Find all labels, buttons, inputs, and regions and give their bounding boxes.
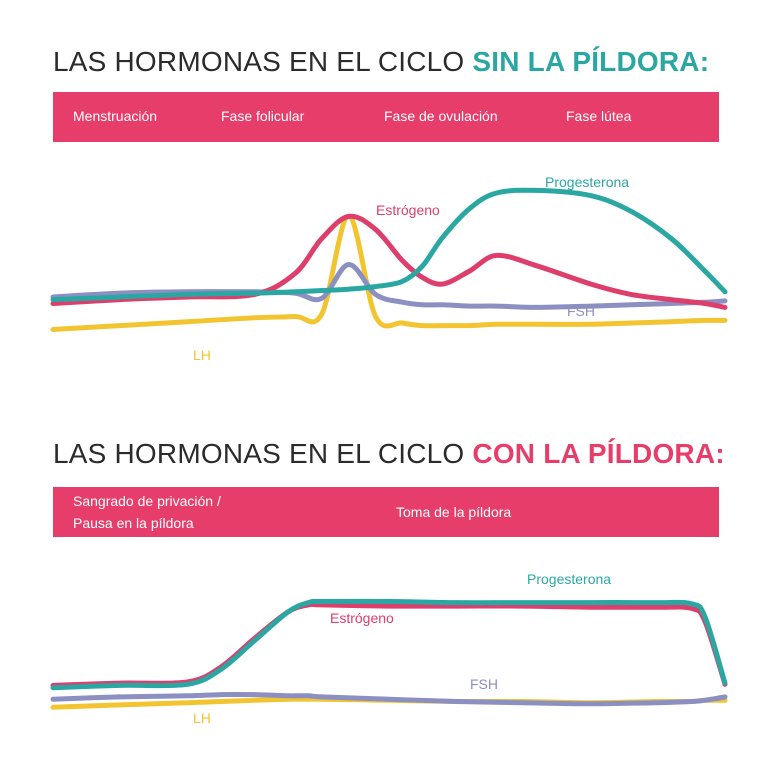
section1-title-accent: SIN LA PÍLDORA: xyxy=(472,46,710,77)
series-label-lh: LH xyxy=(193,710,211,726)
section1-title-prefix: LAS HORMONAS EN EL CICLO xyxy=(53,46,473,77)
section1-phase-band: Menstruación Fase folicular Fase de ovul… xyxy=(53,92,719,142)
section2-title: LAS HORMONAS EN EL CICLO CON LA PÍLDORA: xyxy=(53,438,725,470)
phase-sangrado-line1: Sangrado de privación / xyxy=(73,493,221,509)
series-label-lh: LH xyxy=(193,347,211,363)
series-line-fsh xyxy=(50,691,728,707)
series-line-progesterona xyxy=(50,598,728,691)
series-label-progesterona: Progesterona xyxy=(527,571,611,587)
series-label-progesterona: Progesterona xyxy=(545,174,629,190)
series-line-lh xyxy=(50,213,728,332)
phase-menstruacion: Menstruación xyxy=(73,108,158,124)
section2-title-accent: CON LA PÍLDORA: xyxy=(472,438,725,469)
phase-sangrado-line2: Pausa en la píldora xyxy=(73,515,194,531)
section2-phase-band: Sangrado de privación / Pausa en la píld… xyxy=(53,487,719,537)
chart-sin-pildora: Estrógeno Progesterona LH FSH xyxy=(50,174,728,363)
section1-title: LAS HORMONAS EN EL CICLO SIN LA PÍLDORA: xyxy=(53,46,709,78)
phase-folicular: Fase folicular xyxy=(221,108,305,124)
phase-lutea: Fase lútea xyxy=(566,108,632,124)
series-line-progesterona xyxy=(50,187,728,303)
series-line-estrogeno xyxy=(50,213,728,310)
series-label-fsh: FSH xyxy=(470,676,498,692)
series-label-estrogeno: Estrógeno xyxy=(330,610,394,626)
series-label-estrogeno: Estrógeno xyxy=(376,202,440,218)
phase-ovulacion: Fase de ovulación xyxy=(384,108,498,124)
section2-title-prefix: LAS HORMONAS EN EL CICLO xyxy=(53,438,473,469)
phase-toma-pildora: Toma de la píldora xyxy=(396,504,512,520)
chart-con-pildora: Estrógeno Progesterona LH FSH xyxy=(50,571,728,726)
series-label-fsh: FSH xyxy=(567,303,595,319)
